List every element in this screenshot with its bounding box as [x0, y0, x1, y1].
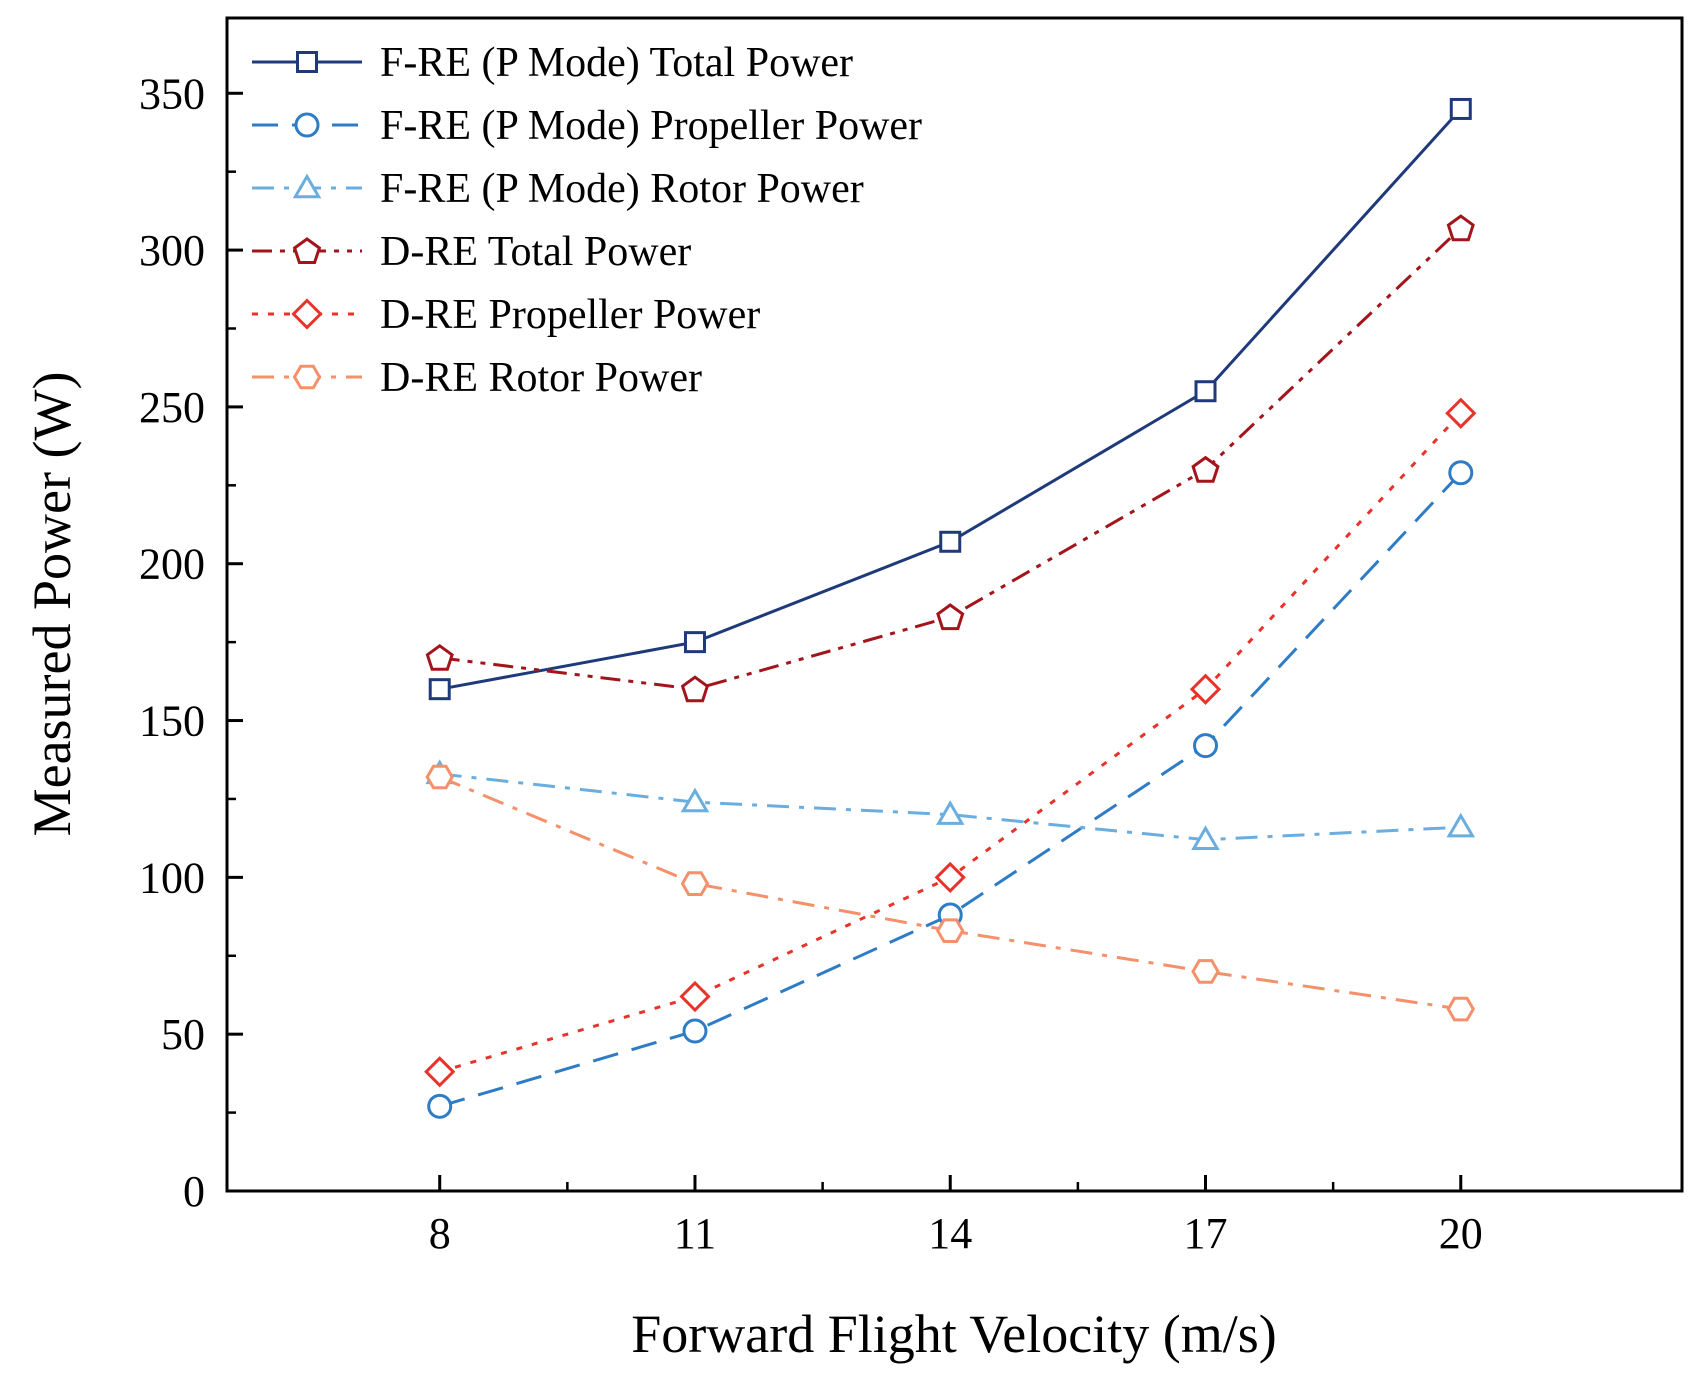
data-point — [936, 800, 965, 825]
x-tick-label: 17 — [1184, 1209, 1228, 1258]
y-tick-label: 250 — [139, 383, 205, 432]
data-point — [1448, 460, 1474, 486]
series-line — [439, 471, 1462, 1108]
y-tick-label: 300 — [139, 226, 205, 275]
series-1 — [428, 97, 1472, 701]
data-point — [683, 631, 706, 654]
data-point — [1446, 214, 1475, 242]
legend-marker — [292, 364, 322, 390]
y-tick-label: 0 — [183, 1167, 205, 1216]
legend-marker — [296, 51, 318, 73]
data-point — [680, 871, 710, 896]
data-point — [936, 603, 965, 631]
y-axis: 0 50 100 150 200 250 300 350 — [139, 69, 243, 1216]
data-point — [1191, 455, 1220, 483]
data-point — [1446, 812, 1476, 838]
legend-marker — [294, 112, 320, 138]
data-point — [1193, 733, 1219, 759]
x-tick-label: 8 — [429, 1209, 451, 1258]
y-axis-title: Measured Power (W) — [22, 372, 82, 837]
data-point — [1194, 380, 1217, 403]
data-point — [428, 678, 451, 701]
data-point — [934, 861, 966, 894]
legend-label: D-RE Propeller Power — [380, 292, 760, 338]
legend: F-RE (P Mode) Total Power F-RE (P Mode) P… — [252, 40, 922, 401]
legend-label: F-RE (P Mode) Total Power — [380, 40, 853, 86]
legend-entry: F-RE (P Mode) Rotor Power — [252, 166, 864, 212]
legend-entry: D-RE Rotor Power — [252, 355, 702, 401]
series-3 — [425, 759, 1476, 850]
legend-label: F-RE (P Mode) Propeller Power — [380, 103, 922, 149]
series-line — [439, 227, 1462, 691]
legend-marker — [291, 298, 323, 330]
legend-entry: F-RE (P Mode) Propeller Power — [252, 103, 922, 149]
y-tick-label: 200 — [139, 540, 205, 589]
series-2 — [427, 460, 1474, 1119]
data-point — [679, 980, 711, 1013]
data-point — [1446, 996, 1476, 1022]
legend-label: F-RE (P Mode) Rotor Power — [380, 166, 864, 212]
y-tick-label: 100 — [139, 853, 205, 902]
data-point — [935, 918, 965, 943]
x-tick-label: 20 — [1439, 1209, 1483, 1258]
data-point — [1189, 673, 1222, 705]
data-point — [1191, 825, 1220, 850]
data-point — [1445, 397, 1477, 429]
x-axis-title: Forward Flight Velocity (m/s) — [631, 1304, 1276, 1364]
y-tick-label: 50 — [161, 1010, 205, 1059]
series-5 — [424, 397, 1477, 1088]
series-6 — [425, 764, 1476, 1022]
data-point — [425, 764, 454, 790]
data-point — [427, 1093, 453, 1119]
series-layer — [424, 97, 1477, 1119]
plot-frame — [225, 16, 1684, 1193]
legend-label: D-RE Rotor Power — [380, 355, 702, 401]
series-4 — [425, 214, 1475, 703]
data-point — [1449, 97, 1472, 120]
series-line — [439, 772, 1461, 842]
x-tick-label: 14 — [928, 1209, 972, 1258]
legend-entry: D-RE Total Power — [252, 229, 691, 275]
data-point — [424, 1056, 456, 1088]
x-tick-label: 11 — [674, 1209, 716, 1258]
series-line — [439, 412, 1462, 1074]
data-point — [682, 1018, 708, 1044]
x-axis: 8 11 14 17 20 — [429, 1175, 1483, 1258]
legend-entry: F-RE (P Mode) Total Power — [252, 40, 853, 86]
y-tick-label: 150 — [139, 697, 205, 746]
data-point — [939, 530, 962, 553]
legend-marker — [292, 173, 322, 199]
legend-marker — [292, 237, 322, 264]
y-tick-label: 350 — [139, 69, 205, 118]
data-point — [425, 643, 454, 671]
data-point — [680, 787, 710, 813]
data-point — [1191, 959, 1220, 984]
data-point — [680, 675, 710, 703]
legend-entry: D-RE Propeller Power — [252, 292, 760, 338]
legend-label: D-RE Total Power — [380, 229, 691, 275]
